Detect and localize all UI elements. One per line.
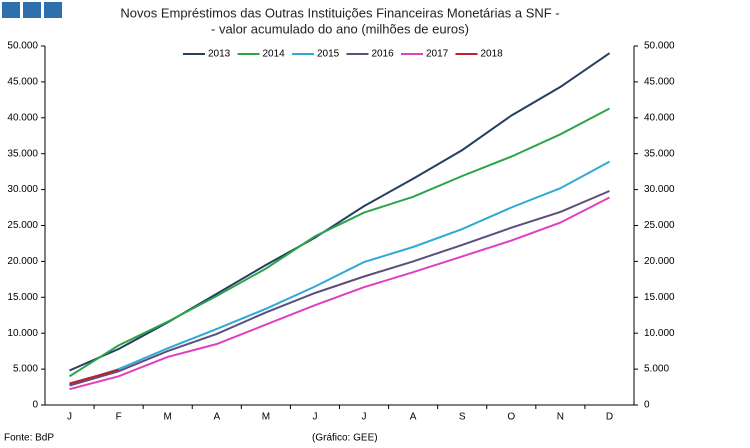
legend-label: 2016 [372,49,395,60]
x-tick-label: J [362,412,367,423]
x-tick-label: M [262,412,270,423]
y-tick-label: 50.000 [7,41,38,52]
series-line [69,196,610,391]
y-tick-label: 25.000 [7,220,38,231]
y-tick-label: 30.000 [7,184,38,195]
x-tick-label: O [507,412,515,423]
legend-label: 2013 [208,49,231,60]
y2-tick-label: 10.000 [644,328,675,339]
y2-tick-label: 30.000 [644,184,675,195]
chart-subtitle: - valor acumulado do ano (milhões de eur… [211,21,469,36]
y-tick-label: 35.000 [7,148,38,159]
y2-tick-label: 35.000 [644,148,675,159]
credit: (Gráfico: GEE) [312,433,378,444]
y2-tick-label: 40.000 [644,112,675,123]
legend-label: 2014 [263,49,286,60]
series-line [68,107,610,378]
y-tick-label: 0 [32,400,38,411]
chart-title: Novos Empréstimos das Outras Instituiçõe… [120,5,559,20]
legend-label: 2017 [426,49,449,60]
y-tick-label: 5.000 [13,364,38,375]
y-tick-label: 20.000 [7,256,38,267]
series-line [69,52,611,372]
y-tick-label: 45.000 [7,77,38,88]
y2-tick-label: 20.000 [644,256,675,267]
series-line [69,368,119,385]
y-tick-label: 15.000 [7,292,38,303]
x-tick-label: A [410,412,417,423]
y2-tick-label: 15.000 [644,292,675,303]
legend-label: 2018 [481,49,504,60]
legend-label: 2015 [317,49,340,60]
y2-tick-label: 45.000 [644,77,675,88]
logo-square [44,2,62,18]
x-tick-label: D [606,412,613,423]
series-line [69,190,610,387]
y2-tick-label: 0 [644,400,650,411]
logo-square [2,2,20,18]
series-line [69,160,610,386]
y2-tick-label: 5.000 [644,364,669,375]
y-tick-label: 10.000 [7,328,38,339]
y-tick-label: 40.000 [7,112,38,123]
y2-tick-label: 50.000 [644,41,675,52]
y2-tick-label: 25.000 [644,220,675,231]
x-tick-label: S [459,412,466,423]
x-tick-label: J [312,412,317,423]
x-tick-label: J [67,412,72,423]
x-tick-label: F [116,412,122,423]
x-tick-label: A [213,412,220,423]
source: Fonte: BdP [4,433,54,444]
x-tick-label: N [557,412,564,423]
logo-square [23,2,41,18]
x-tick-label: M [164,412,172,423]
